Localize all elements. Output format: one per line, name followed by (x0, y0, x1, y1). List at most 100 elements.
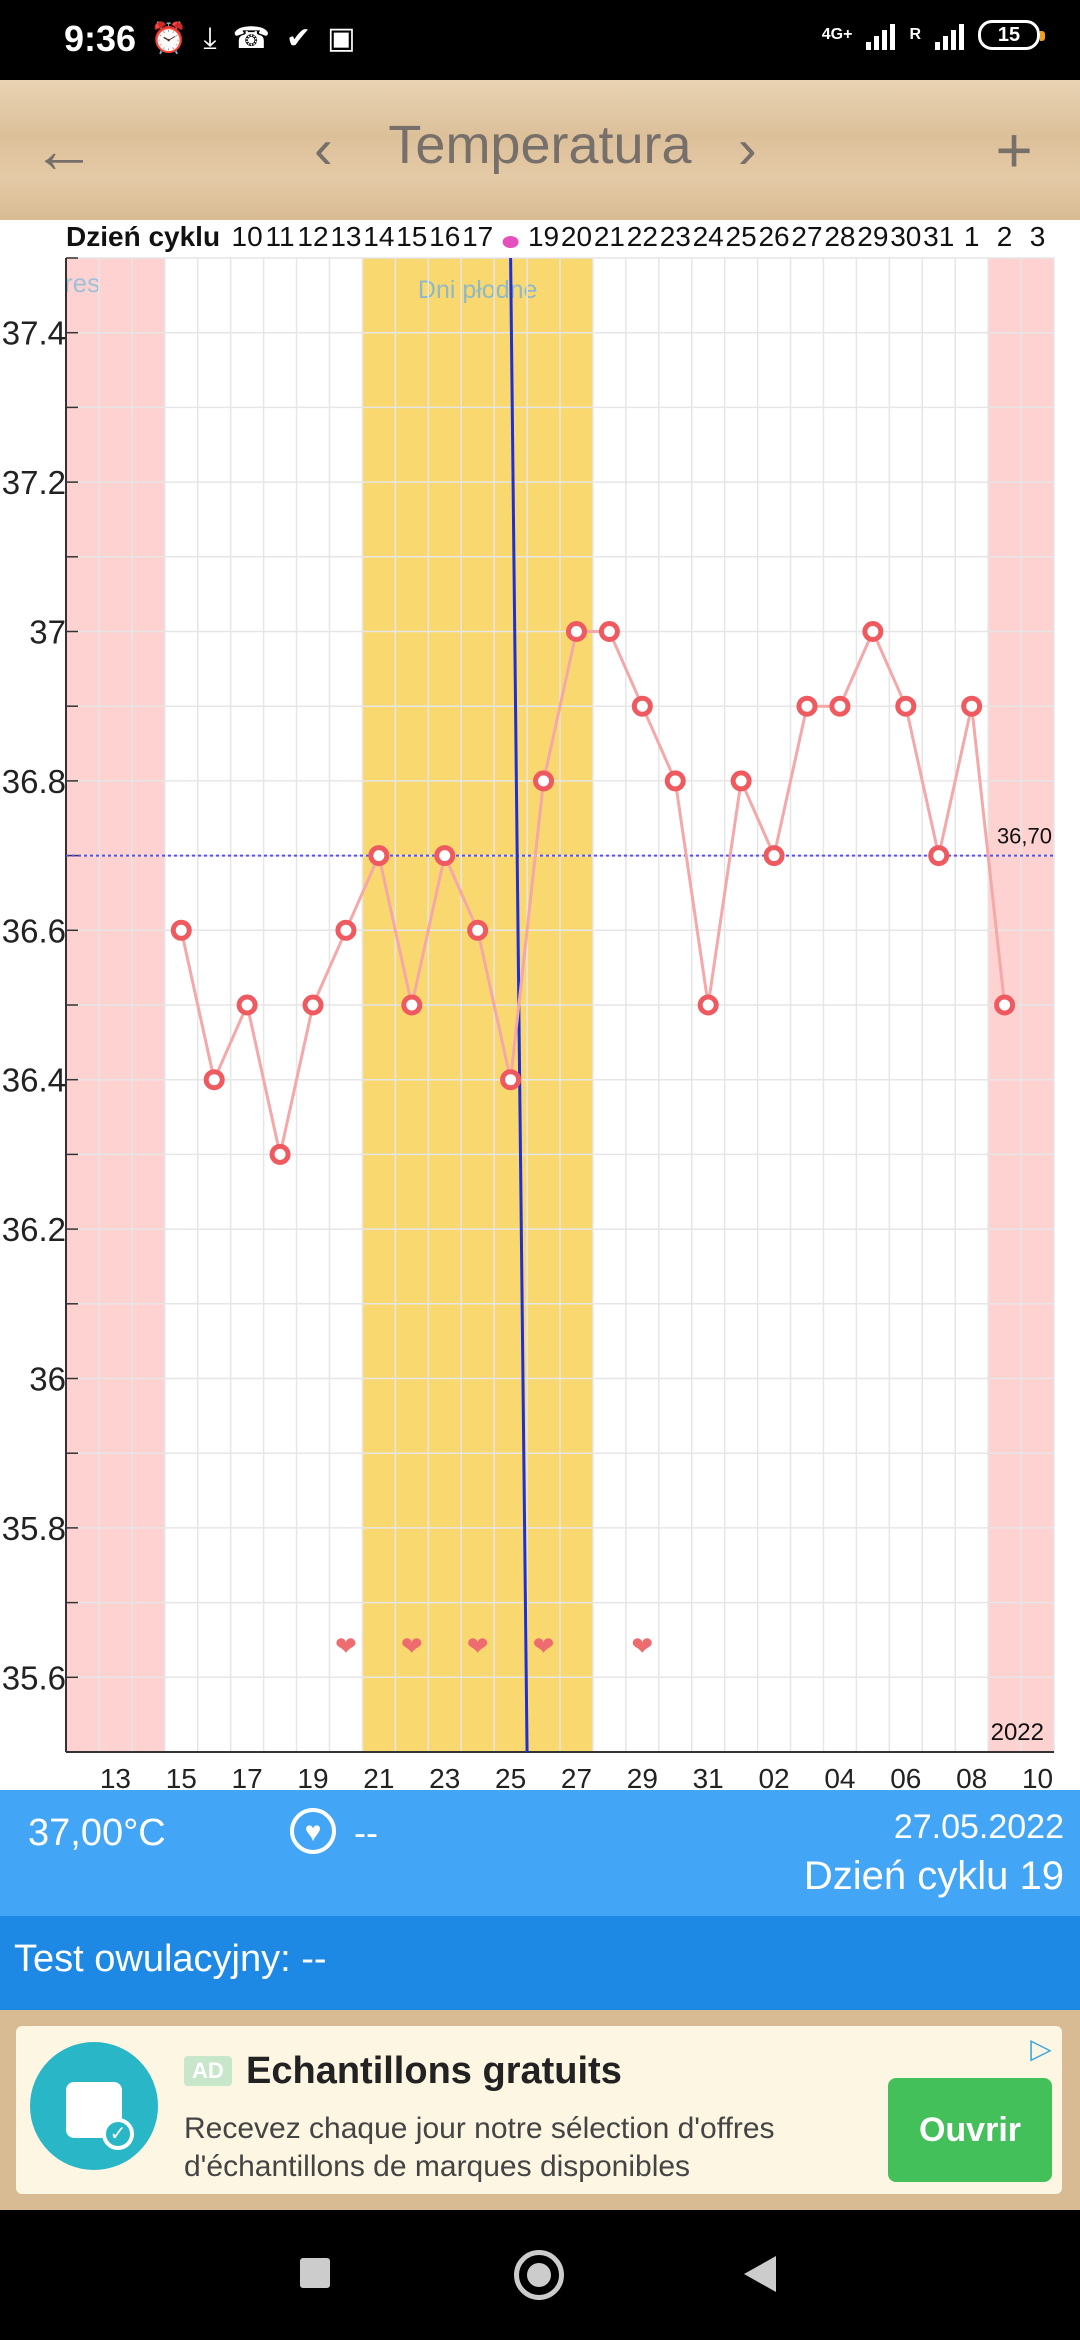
x-date-label: 13 (100, 1763, 131, 1790)
temperature-point (335, 919, 357, 941)
temperature-point (203, 1069, 225, 1091)
top-day-label: 21 (594, 221, 625, 252)
top-day-label: 3 (1030, 221, 1046, 252)
missed-call-icon: ☎ (232, 22, 270, 55)
y-tick-label: 36.6 (2, 912, 66, 949)
top-day-label: 10 (232, 221, 263, 252)
top-day-label: 14 (363, 221, 394, 252)
chevron-left-icon[interactable]: ‹ (314, 117, 333, 180)
y-tick-label: 36.8 (2, 763, 66, 800)
intercourse-heart-icon: ❤ (533, 1632, 555, 1662)
selected-temperature: 37,00°C (28, 1812, 166, 1854)
alarm-icon: ⏰ (150, 22, 188, 55)
temperature-point (302, 994, 324, 1016)
temperature-point (730, 770, 752, 792)
top-day-label: 23 (660, 221, 691, 252)
temperature-point (467, 919, 489, 941)
top-day-label: 13 (330, 221, 361, 252)
y-tick-label: 35.6 (2, 1659, 66, 1696)
y-tick-label: 35.8 (2, 1510, 66, 1547)
selected-date: 27.05.2022 (893, 1808, 1064, 1846)
ovulation-marker-icon (502, 236, 519, 248)
page-title: Temperatura (388, 115, 692, 175)
intercourse-heart-icon: ❤ (401, 1632, 423, 1662)
temperature-point (631, 695, 653, 717)
top-day-label: 11 (266, 221, 295, 252)
period-band-label: res (64, 268, 100, 298)
signal-icon-2 (935, 20, 964, 50)
ovulation-test-label: Test owulacyjny: -- (14, 1938, 327, 1980)
temperature-point (368, 845, 390, 867)
game-icon: ▣ (327, 22, 356, 55)
x-date-label: 02 (758, 1763, 789, 1790)
temperature-point (598, 621, 620, 642)
circle-icon[interactable] (514, 2250, 564, 2300)
x-date-label: 29 (627, 1763, 658, 1790)
network-type-2: R (909, 26, 921, 43)
app-bar: ← ‹ Temperatura › + (0, 80, 1080, 220)
x-date-label: 17 (232, 1763, 263, 1790)
temperature-point (664, 770, 686, 792)
arrow-left-icon[interactable]: ← (32, 114, 96, 186)
x-date-label: 06 (890, 1763, 921, 1790)
y-tick-label: 36.4 (2, 1062, 66, 1099)
temperature-point (763, 845, 785, 867)
temperature-point (796, 695, 818, 717)
triangle-back-icon[interactable] (744, 2256, 776, 2292)
temperature-point (994, 994, 1016, 1016)
x-date-label: 23 (429, 1763, 460, 1790)
x-date-label: 27 (561, 1763, 592, 1790)
top-day-label: 17 (462, 221, 493, 252)
x-date-label: 10 (1022, 1763, 1053, 1790)
status-bar: 9:36 ⏰ ⤓ ☎ ✔ ▣ 4G+ R 15 (0, 0, 1080, 80)
download-icon: ⤓ (203, 22, 217, 55)
x-date-label: 19 (297, 1763, 328, 1790)
ad-container: ✓ AD Echantillons gratuits Recevez chaqu… (0, 2010, 1080, 2210)
ovulation-test-bar: Test owulacyjny: -- (0, 1916, 1080, 2010)
temperature-point (961, 695, 983, 717)
top-day-label: 1 (964, 221, 980, 252)
heart-icon: ♥ (290, 1808, 336, 1854)
top-day-label: 26 (758, 221, 789, 252)
top-day-label: 12 (297, 221, 328, 252)
adchoices-icon[interactable]: ▷ (1030, 2033, 1052, 2064)
temperature-point (862, 621, 884, 642)
ad-headline[interactable]: Echantillons gratuits (246, 2050, 622, 2092)
ad-banner[interactable]: ✓ AD Echantillons gratuits Recevez chaqu… (16, 2026, 1062, 2194)
chevron-right-icon[interactable]: › (738, 117, 757, 180)
top-day-label: 30 (890, 221, 921, 252)
top-day-label: 31 (923, 221, 954, 252)
temperature-point (697, 994, 719, 1016)
header-background (0, 220, 1080, 256)
x-date-label: 21 (363, 1763, 394, 1790)
x-date-label: 04 (824, 1763, 855, 1790)
top-day-label: 22 (627, 221, 658, 252)
top-day-label: 15 (396, 221, 427, 252)
top-day-label: 19 (528, 221, 559, 252)
network-type-1: 4G+ (821, 26, 853, 43)
temperature-point (533, 770, 555, 792)
intercourse-value: -- (354, 1812, 378, 1853)
top-day-label: 27 (791, 221, 822, 252)
x-date-label: 31 (693, 1763, 724, 1790)
temperature-point (269, 1143, 291, 1165)
y-tick-label: 37 (29, 614, 66, 651)
chart-svg[interactable]: res Dni płodne 37.4 37.2 37 36.8 36.6 36.4 36.2 3… (0, 220, 1080, 1794)
intercourse-heart-icon: ❤ (467, 1632, 489, 1662)
temperature-point (236, 994, 258, 1016)
temperature-point (401, 994, 423, 1016)
top-day-label: 2 (997, 221, 1013, 252)
ad-description: Recevez chaque jour notre sélection d'of… (184, 2112, 775, 2183)
temperature-point (500, 1069, 522, 1091)
x-date-label: 15 (166, 1763, 197, 1790)
temperature-point (895, 695, 917, 717)
temperature-line (179, 627, 1007, 1155)
top-day-label: 29 (857, 221, 888, 252)
y-tick-label: 37.2 (2, 464, 66, 501)
temperature-chart[interactable]: res Dni płodne 37.4 37.2 37 36.8 36.6 36.4 36.2 3… (0, 220, 1080, 1794)
ad-open-button[interactable]: Ouvrir (888, 2078, 1052, 2182)
plus-icon[interactable]: + (995, 114, 1033, 186)
ad-badge: AD (184, 2056, 232, 2086)
top-day-label: 28 (824, 221, 855, 252)
square-icon[interactable] (300, 2258, 330, 2288)
